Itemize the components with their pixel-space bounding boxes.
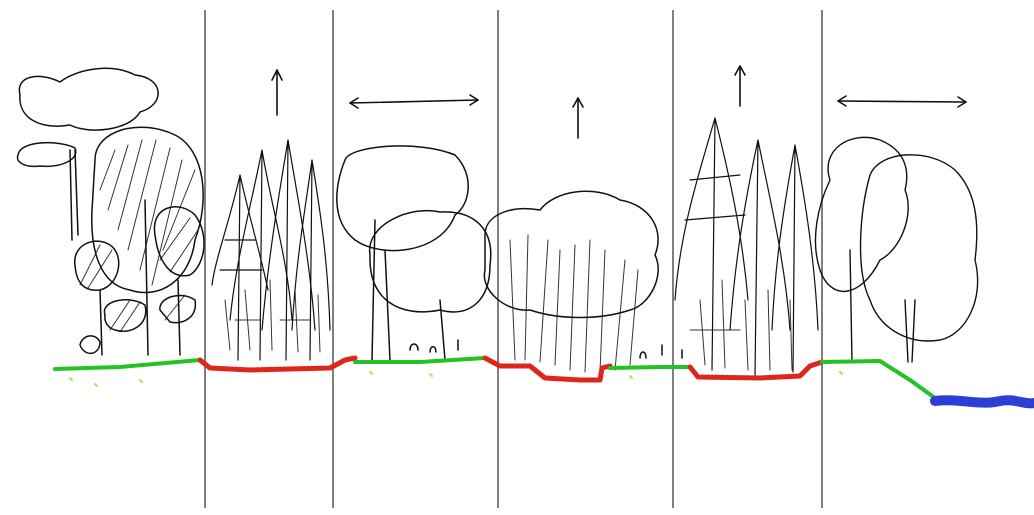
ground-red-2 [197, 355, 358, 373]
conifer [674, 117, 749, 371]
panel-6-vegetation [814, 136, 979, 363]
tree-crown [336, 145, 469, 252]
cloud-canopy [18, 67, 159, 131]
panel-1-vegetation [16, 67, 205, 356]
direction-symbols [271, 65, 967, 139]
panel-5-vegetation [674, 117, 819, 376]
panel-3-vegetation [336, 145, 492, 361]
tree-trunk [99, 199, 181, 356]
conifer [261, 139, 316, 361]
up-arrow-icon [734, 65, 746, 107]
conifer [229, 149, 293, 361]
shrub [79, 335, 101, 354]
double-arrow-icon [837, 95, 967, 108]
ground-green-1 [53, 358, 202, 371]
cloud-canopy [16, 141, 77, 168]
panel-4-vegetation [483, 190, 683, 373]
tree-crown [814, 136, 909, 293]
grass-specks [69, 371, 843, 387]
conifer [729, 139, 791, 376]
ground-green-7 [820, 359, 937, 400]
tree-trunk [69, 149, 79, 241]
panel-2-vegetation [211, 139, 331, 361]
up-arrow-icon [271, 69, 283, 116]
tree-trunk [371, 219, 446, 361]
conifer [771, 144, 819, 373]
shrub [103, 299, 147, 332]
people [639, 344, 683, 359]
conifer [291, 159, 331, 361]
ground-green-3 [353, 356, 487, 364]
shrub [159, 294, 197, 324]
double-arrow-icon [349, 94, 479, 109]
people [409, 339, 459, 353]
tree-crown [91, 126, 204, 294]
tree-crown [153, 206, 205, 277]
tree-crown [859, 154, 979, 342]
ground-green-5 [608, 365, 692, 370]
tree-trunk [849, 249, 916, 363]
ground-profile [53, 355, 1034, 409]
ground-red-6 [687, 359, 825, 381]
water-body [930, 395, 1034, 409]
tree-crown [369, 209, 492, 313]
shrub-canopy [483, 190, 659, 319]
shrub [74, 240, 120, 291]
panel-dividers [204, 10, 823, 508]
ground-red-4 [482, 355, 613, 383]
up-arrow-icon [572, 97, 584, 139]
conifer [211, 174, 269, 361]
